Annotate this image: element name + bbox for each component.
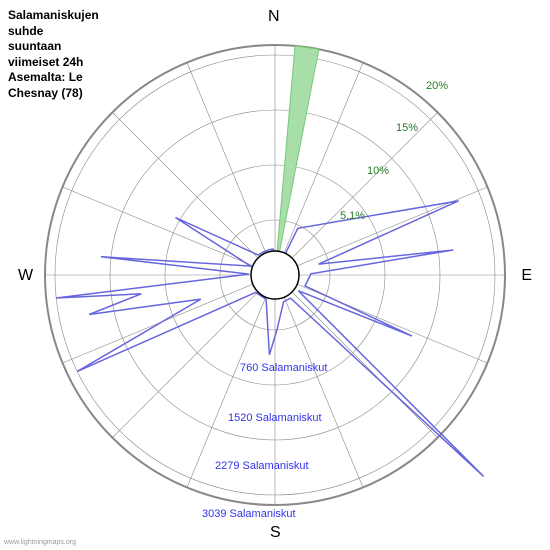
ring-label: 5.1% — [340, 210, 365, 222]
title-line: Salamaniskujen — [8, 8, 99, 24]
title-line: Chesnay (78) — [8, 86, 99, 102]
strike-label: 1520 Salamaniskut — [228, 412, 322, 424]
title-line: Asemalta: Le — [8, 70, 99, 86]
chart-title: Salamaniskujensuhdesuuntaanviimeiset 24h… — [8, 8, 99, 102]
polar-chart-container: Salamaniskujensuhdesuuntaanviimeiset 24h… — [0, 0, 550, 550]
title-line: viimeiset 24h — [8, 55, 99, 71]
cardinal-s: S — [270, 524, 281, 542]
cardinal-e: E — [521, 267, 532, 285]
strike-label: 760 Salamaniskut — [240, 362, 327, 374]
title-line: suhde — [8, 24, 99, 40]
watermark: www.lightningmaps.org — [4, 539, 76, 546]
ring-label: 20% — [426, 80, 448, 92]
ring-label: 10% — [367, 165, 389, 177]
cardinal-w: W — [18, 267, 33, 285]
strike-label: 3039 Salamaniskut — [202, 508, 296, 520]
strike-label: 2279 Salamaniskut — [215, 460, 309, 472]
title-line: suuntaan — [8, 39, 99, 55]
ring-label: 15% — [396, 122, 418, 134]
cardinal-n: N — [268, 8, 280, 26]
